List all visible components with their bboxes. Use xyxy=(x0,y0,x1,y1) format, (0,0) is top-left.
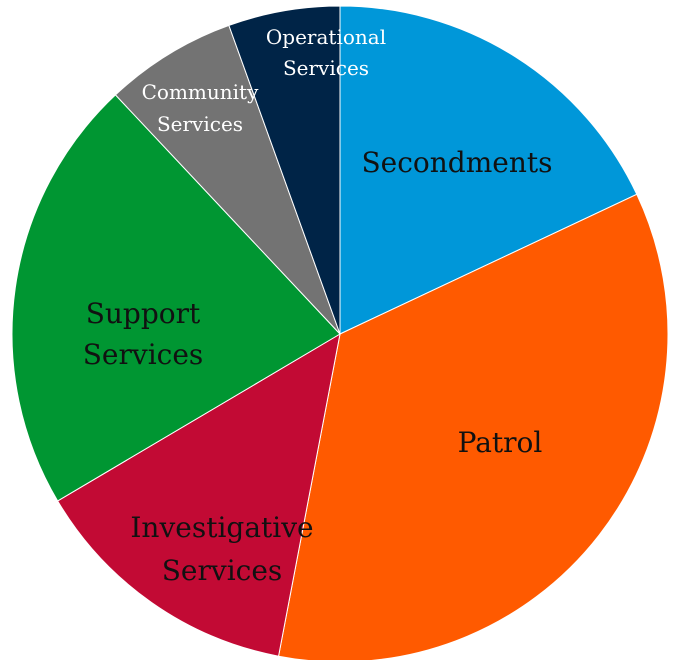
pie-label-line: Services xyxy=(162,554,283,587)
pie-label-line: Services xyxy=(157,112,243,136)
pie-slice-support-services xyxy=(11,94,341,502)
pie-label-support-services: Support Services xyxy=(83,297,204,371)
pie-label-patrol: Patrol xyxy=(458,426,543,459)
pie-label-line: Support xyxy=(86,297,201,330)
pie-label-line: Community xyxy=(142,80,259,104)
pie-label-line: Investigative xyxy=(130,511,313,544)
pie-slice-investigative-services xyxy=(56,333,341,657)
pie-label-line: Secondments xyxy=(361,146,552,179)
pie-label-investigative-services: Investigative Services xyxy=(130,511,313,587)
pie-label-line: Patrol xyxy=(458,426,543,459)
pie-slices xyxy=(11,5,669,660)
pie-label-community-services: Community Services xyxy=(142,80,259,136)
pie-slice-secondments xyxy=(339,5,638,335)
pie-slice-operational-services xyxy=(228,5,341,335)
pie-slice-community-services xyxy=(114,24,341,335)
pie-label-secondments: Secondments xyxy=(361,146,552,179)
pie-label-line: Services xyxy=(283,56,369,80)
pie-label-operational-services: Operational Services xyxy=(266,25,386,80)
pie-label-line: Services xyxy=(83,338,204,371)
pie-label-line: Operational xyxy=(266,25,386,49)
